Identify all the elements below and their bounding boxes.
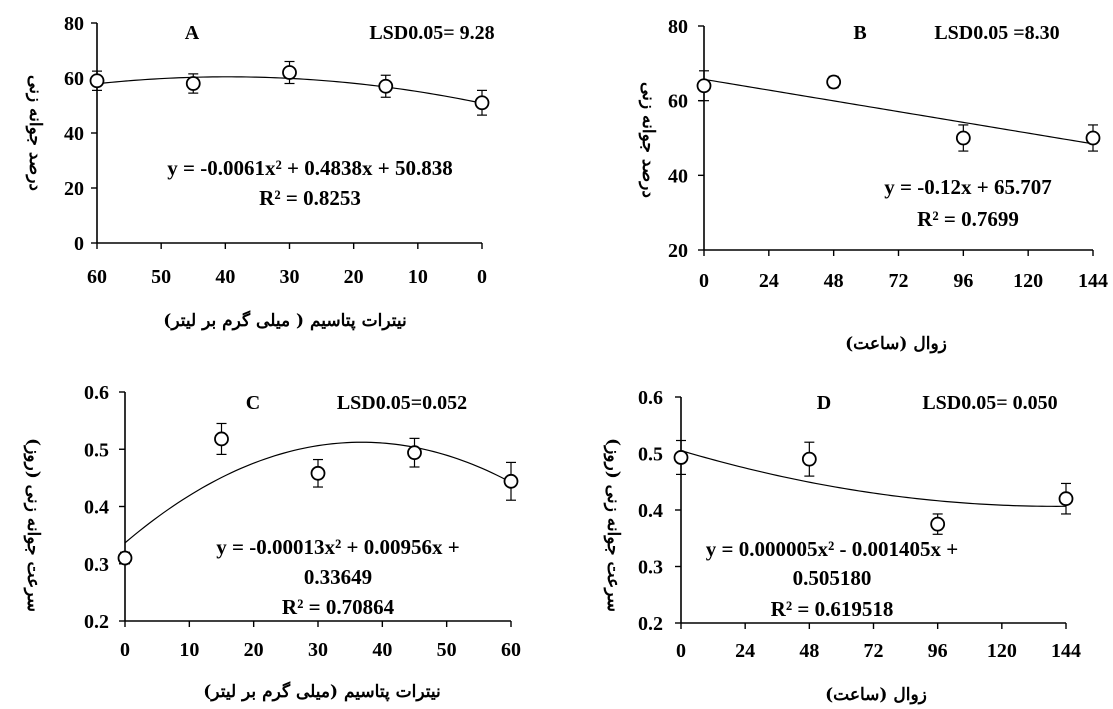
x-tick-label: 120 [1013, 270, 1043, 292]
x-tick-label: 72 [864, 640, 884, 662]
y-axis-title: سرعت جوانه زنی (روز) [603, 438, 623, 612]
trend-equation-line: 0.33649 [304, 565, 372, 589]
y-tick-label: 40 [64, 123, 84, 145]
x-tick-label: 24 [735, 640, 755, 662]
trend-equation-line: R² = 0.619518 [771, 597, 894, 621]
lsd-annotation: LSD0.05 =8.30 [934, 22, 1059, 44]
data-point [474, 95, 490, 111]
y-tick-label: 80 [64, 13, 84, 35]
x-tick-label: 20 [244, 639, 264, 661]
y-tick-label: 0.2 [84, 611, 109, 633]
chart-panel-a: 0 20 40 60 80 60 50 40 30 20 10 0 A LSD0.05= 9.28 y = … [25, 13, 495, 331]
data-point [117, 550, 133, 566]
x-tick-label: 10 [179, 639, 199, 661]
chart-panel-d: 0.2 0.3 0.4 0.5 0.6 0 24 48 72 96 120 144 D LSD0.05= … [603, 387, 1081, 705]
x-tick-label: 48 [799, 640, 819, 662]
data-point [696, 78, 712, 94]
data-point [407, 445, 422, 461]
y-tick-label: 60 [668, 91, 688, 113]
data-point [801, 451, 817, 467]
y-tick-label: 0.5 [638, 444, 663, 466]
data-point [955, 130, 971, 146]
y-tick-label: 60 [64, 68, 84, 90]
y-axis-title: درصد جوانه زنی [25, 75, 45, 191]
panel-letter: A [185, 22, 200, 44]
x-tick-label: 50 [437, 639, 457, 661]
x-tick-label: 40 [372, 639, 392, 661]
trend-equation-line: R² = 0.70864 [282, 595, 395, 619]
y-axis-title: سرعت جوانه زنی (روز) [23, 438, 43, 612]
panel-letter: B [853, 22, 866, 44]
y-tick-label: 0.6 [638, 387, 663, 409]
x-tick-label: 0 [120, 639, 130, 661]
y-tick-label: 20 [64, 178, 84, 200]
trend-equation-line: y = -0.00013x² + 0.00956x + [216, 535, 459, 559]
x-axis-title: نیترات پتاسیم (میلی گرم بر لیتر) [203, 681, 440, 702]
y-tick-label: 0.4 [84, 497, 109, 519]
data-point [310, 465, 326, 481]
x-tick-label: 0 [477, 266, 487, 288]
data-point [826, 74, 842, 90]
data-point [1058, 491, 1074, 507]
chart-panel-c: 0.2 0.3 0.4 0.5 0.6 0 10 20 30 40 50 60 C LSD0.05=0.0… [23, 382, 521, 702]
x-tick-label: 60 [501, 639, 521, 661]
data-point [282, 65, 297, 80]
x-tick-label: 48 [824, 270, 844, 292]
data-point [1085, 130, 1101, 146]
x-tick-label: 30 [308, 639, 328, 661]
x-tick-label: 20 [344, 266, 364, 288]
trend-line [703, 78, 1094, 145]
data-point [930, 516, 946, 532]
x-axis-title: نیترات پتاسیم ( میلی گرم بر لیتر) [163, 310, 406, 331]
trend-equation-line: y = -0.12x + 65.707 [884, 175, 1051, 199]
trend-equation-line: y = 0.000005x² - 0.001405x + [706, 537, 958, 561]
data-point [378, 78, 394, 94]
y-tick-label: 0.6 [84, 382, 109, 404]
x-tick-label: 50 [151, 266, 171, 288]
trend-equation-line: R² = 0.8253 [259, 186, 361, 210]
panel-letter: C [246, 392, 260, 414]
y-tick-label: 0.3 [84, 554, 109, 576]
trend-line [680, 449, 1067, 507]
panel-letter: D [817, 392, 831, 414]
chart-panel-b: 20 40 60 80 0 24 48 72 96 120 144 B LSD0.05 =8.30 y =… [638, 16, 1108, 354]
trend-line [124, 441, 512, 544]
lsd-annotation: LSD0.05= 0.050 [922, 392, 1057, 414]
x-tick-label: 0 [699, 270, 709, 292]
lsd-annotation: LSD0.05= 9.28 [369, 22, 494, 44]
x-tick-label: 144 [1078, 270, 1108, 292]
y-tick-label: 40 [668, 165, 688, 187]
data-point [185, 76, 201, 91]
x-axis-title: زوال (ساعت) [845, 334, 947, 354]
trend-equation-line: y = -0.0061x² + 0.4838x + 50.838 [167, 156, 452, 180]
x-tick-label: 72 [889, 270, 909, 292]
y-tick-label: 0.3 [638, 557, 663, 579]
y-axis-title: درصد جوانه زنی [638, 82, 658, 198]
lsd-annotation: LSD0.05=0.052 [337, 392, 467, 414]
x-tick-label: 0 [676, 640, 686, 662]
data-point [503, 473, 519, 489]
x-tick-label: 40 [215, 266, 235, 288]
data-point [214, 431, 229, 447]
x-tick-label: 144 [1051, 640, 1081, 662]
y-tick-label: 20 [668, 240, 688, 262]
x-tick-label: 96 [953, 270, 973, 292]
x-tick-label: 60 [87, 266, 107, 288]
y-tick-label: 0 [74, 233, 84, 255]
y-tick-label: 0.4 [638, 500, 663, 522]
x-tick-label: 10 [408, 266, 428, 288]
y-tick-label: 0.5 [84, 439, 109, 461]
x-tick-label: 96 [928, 640, 948, 662]
trend-equation-line: 0.505180 [793, 566, 872, 590]
data-point [673, 450, 689, 465]
x-tick-label: 120 [987, 640, 1017, 662]
x-axis-title: زوال (ساعت) [825, 685, 927, 705]
y-tick-label: 0.2 [638, 613, 663, 635]
trend-equation-line: R² = 0.7699 [917, 207, 1019, 231]
x-tick-label: 24 [759, 270, 779, 292]
y-tick-label: 80 [668, 16, 688, 38]
x-tick-label: 30 [280, 266, 300, 288]
data-point [89, 73, 105, 89]
